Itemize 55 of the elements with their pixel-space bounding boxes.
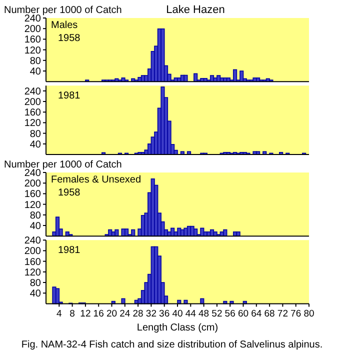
y-tick-label: 80 (30, 210, 42, 222)
x-tick-label: 20 (106, 308, 118, 320)
x-tick-label: 44 (185, 308, 196, 320)
x-tick-label: 52 (212, 308, 222, 320)
y-tick-label: 40 (30, 288, 42, 300)
x-tick-label: 80 (304, 308, 314, 320)
x-tick-label: 40 (172, 308, 183, 320)
y-tick-label: 40 (30, 221, 42, 232)
x-tick-label: 8 (70, 308, 75, 320)
y-tick-label: 80 (30, 278, 42, 289)
y-tick-label: 80 (30, 56, 42, 67)
y-tick-label: 200 (24, 178, 42, 190)
x-tick-label: 24 (120, 308, 130, 320)
chart-title: Lake Hazen (166, 4, 225, 16)
y-tick-label: 240 (24, 86, 42, 98)
y-tick-label: 200 (24, 246, 42, 258)
chart-subtitle: Males (51, 20, 78, 31)
y-axis-title: Number per 1000 of Catch (4, 160, 122, 170)
y-tick-label: 240 (24, 168, 42, 179)
y-tick-label: 160 (24, 256, 42, 268)
y-tick-label: 160 (24, 108, 42, 119)
x-tick-label: 36 (159, 308, 170, 320)
y-tick-label: 200 (24, 24, 42, 36)
x-tick-label: 68 (264, 308, 275, 320)
y-tick-label: 40 (30, 139, 42, 150)
x-tick-label: 12 (80, 308, 91, 320)
annotation: 1958 (58, 33, 81, 44)
y-tick-label: 120 (24, 118, 42, 130)
x-axis-title: Length Class (cm) (136, 322, 218, 334)
y-tick-label: 200 (24, 97, 42, 108)
y-tick-label: 120 (24, 267, 42, 278)
x-tick-label: 32 (146, 308, 156, 320)
y-tick-label: 160 (24, 34, 42, 46)
annotation: 1981 (58, 90, 81, 102)
x-tick-label: 64 (251, 308, 262, 320)
x-tick-label: 56 (224, 308, 236, 320)
annotation: 1958 (58, 188, 81, 198)
y-tick-label: 160 (24, 189, 42, 200)
x-tick-label: 28 (132, 308, 144, 320)
x-tick-label: 76 (290, 308, 302, 320)
y-tick-label: 120 (24, 45, 42, 56)
y-tick-label: 240 (24, 236, 42, 247)
annotation: 1981 (58, 245, 81, 256)
y-tick-label: 80 (30, 128, 42, 140)
y-axis-title: Number per 1000 of Catch (4, 5, 122, 16)
x-tick-label: 72 (277, 308, 288, 320)
y-tick-label: 40 (30, 66, 42, 78)
y-tick-label: 240 (24, 14, 42, 24)
text: Fig. NAM-32-4 Fish catch and size distribution of Salvelinus alpinus. (21, 340, 323, 351)
x-tick-label: 16 (93, 308, 104, 320)
x-tick-label: 48 (198, 308, 210, 320)
y-tick-label: 120 (24, 200, 42, 211)
chart-subtitle: Females & Unsexed (51, 174, 142, 186)
x-tick-label: 60 (238, 308, 249, 320)
x-tick-label: 4 (56, 308, 62, 320)
